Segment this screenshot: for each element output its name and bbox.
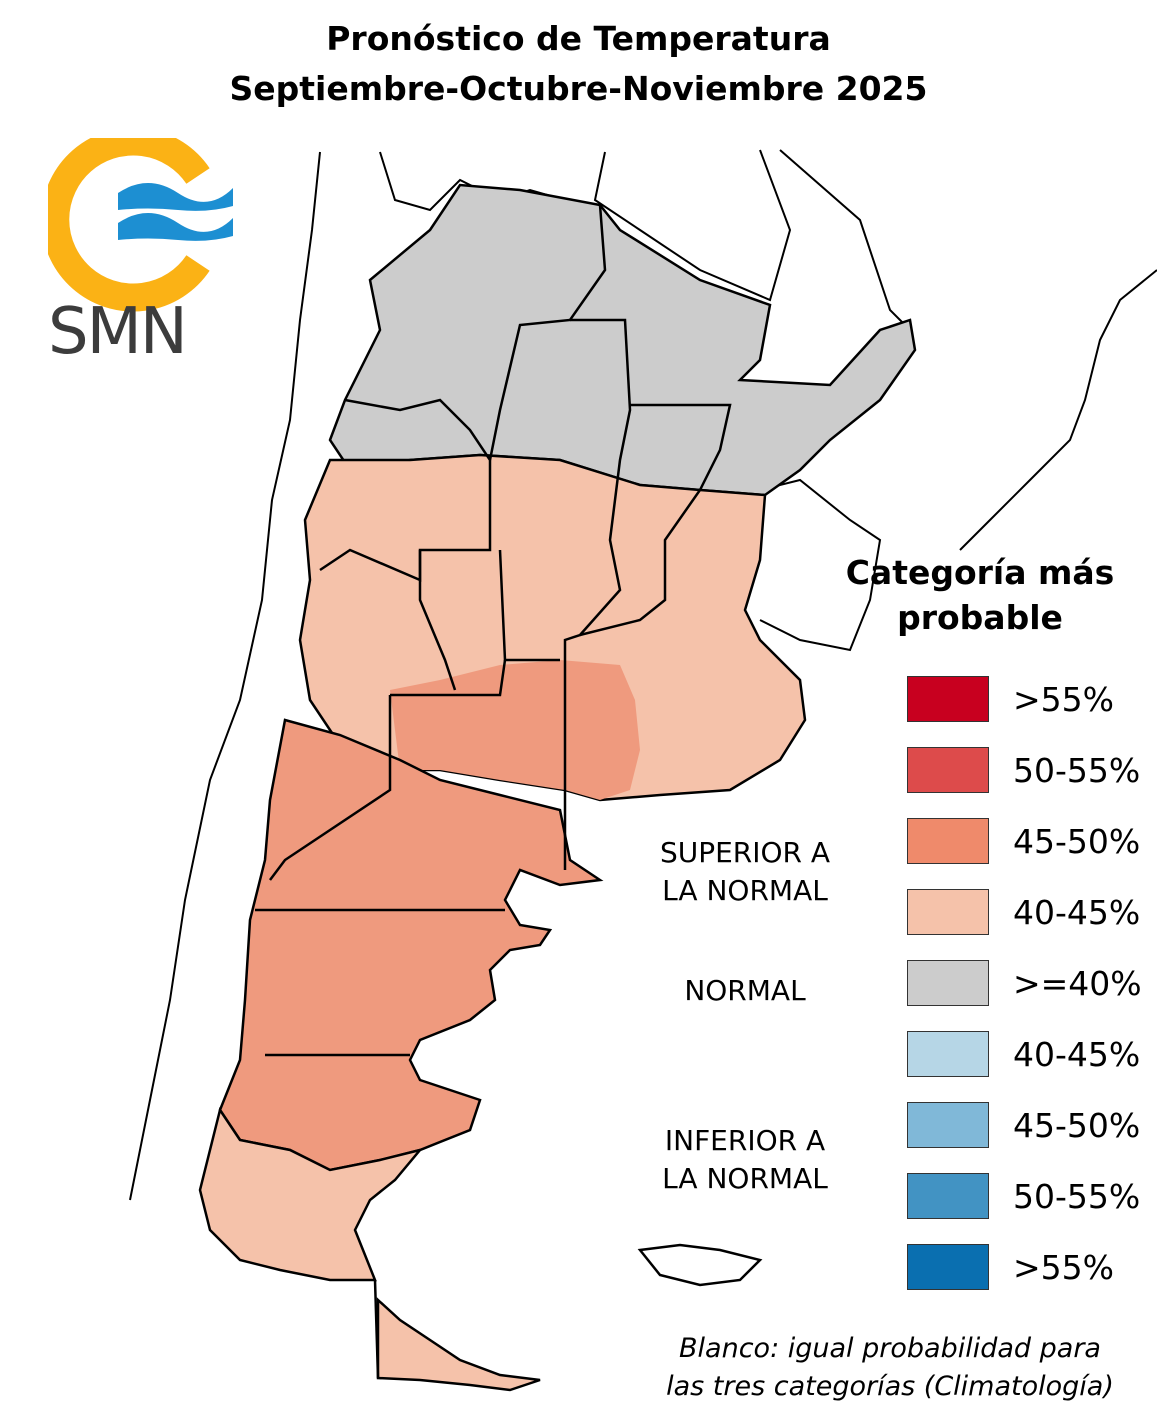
legend-label: >55% (1013, 1248, 1114, 1287)
uruguay-border (759, 478, 882, 652)
neighbor-borders (129, 149, 1157, 1201)
legend-swatch (907, 1244, 989, 1290)
legend-item: 50-55% (907, 747, 1157, 795)
region-normal-north (328, 183, 917, 497)
province-borders (255, 204, 732, 1379)
province-line-2 (563, 318, 632, 870)
legend-swatch (907, 747, 989, 793)
legend-swatch (907, 889, 989, 935)
legend-label: 40-45% (1013, 893, 1141, 932)
legend-label: 50-55% (1013, 1177, 1141, 1216)
smn-logo (48, 138, 233, 312)
note-line1: Blanco: igual probabilidad para (679, 1333, 1101, 1364)
legend-item: 50-55% (907, 1173, 1157, 1221)
legend-item: 45-50% (907, 1102, 1157, 1150)
logo-sun-ring (48, 138, 210, 312)
legend-swatch (907, 1102, 989, 1148)
logo-text: SMN (48, 295, 188, 369)
legend-item: 40-45% (907, 889, 1157, 937)
note-line2: las tres categorías (Climatología) (666, 1371, 1114, 1402)
legend-item: >55% (907, 1244, 1157, 1292)
legend-group-superior: SUPERIOR A LA NORMAL (659, 836, 831, 907)
province-line-5 (418, 550, 457, 691)
brazil-border (779, 149, 911, 331)
map-title: Pronóstico de Temperatura (326, 19, 831, 58)
paraguay-border (593, 149, 792, 302)
legend-swatch (907, 818, 989, 864)
legend-label: 40-45% (1013, 1035, 1141, 1074)
logo-wave-2 (118, 213, 233, 241)
brazil-coast (959, 269, 1157, 551)
argentina-map (129, 149, 1157, 1392)
region-above-40-45-south (198, 1106, 424, 1282)
legend-label: >=40% (1013, 964, 1142, 1003)
chile-coast-line (129, 151, 321, 1201)
legend-label: 45-50% (1013, 822, 1141, 861)
climatology-note: Blanco: igual probabilidad para las tres… (630, 1330, 1150, 1406)
logo-wave-1 (118, 183, 233, 211)
province-line-4 (319, 398, 492, 582)
legend-item: 40-45% (907, 1031, 1157, 1079)
legend-group-inferior: INFERIOR A LA NORMAL (662, 1124, 828, 1195)
legend-title-line2: probable (897, 598, 1063, 637)
legend-group-normal: NORMAL (684, 974, 806, 1007)
legend-swatch (907, 960, 989, 1006)
province-line-7 (390, 659, 507, 697)
region-tierra-del-fuego (376, 1297, 541, 1392)
legend-label: >55% (1013, 680, 1114, 719)
legend-item: >=40% (907, 960, 1157, 1008)
province-line-1 (488, 204, 607, 461)
province-line-3 (579, 403, 732, 637)
islands-east (637, 1243, 763, 1287)
legend-item: 45-50% (907, 818, 1157, 866)
legend-title-line1: Categoría más (845, 553, 1115, 592)
legend-swatch (907, 1031, 989, 1077)
bolivia-border (379, 151, 601, 212)
legend-label: 50-55% (1013, 751, 1141, 790)
legend-swatch (907, 676, 989, 722)
legend-swatch (907, 1173, 989, 1219)
legend-label: 45-50% (1013, 1106, 1141, 1145)
province-line-11 (373, 1279, 380, 1379)
region-above-45-50-patagonia (218, 718, 604, 1172)
map-subtitle: Septiembre-Octubre-Noviembre 2025 (229, 69, 928, 108)
province-line-8 (269, 695, 392, 881)
legend-title: Categoría más probable (820, 550, 1140, 640)
legend-item: >55% (907, 676, 1157, 724)
